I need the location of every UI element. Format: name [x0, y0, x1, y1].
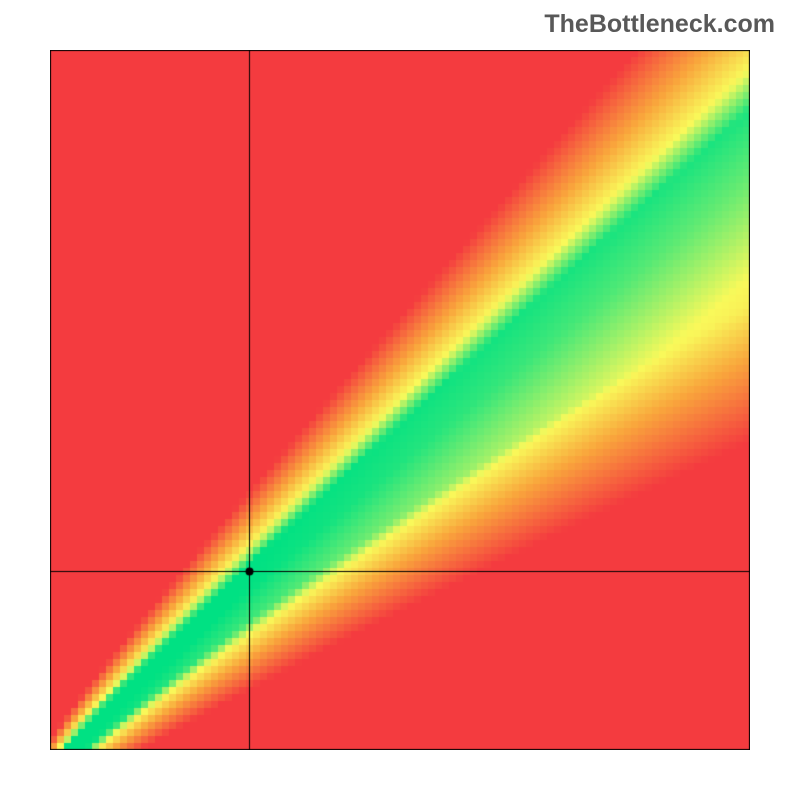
chart-container: TheBottleneck.com — [0, 0, 800, 800]
bottleneck-heatmap — [50, 50, 750, 750]
watermark-text: TheBottleneck.com — [544, 10, 775, 39]
